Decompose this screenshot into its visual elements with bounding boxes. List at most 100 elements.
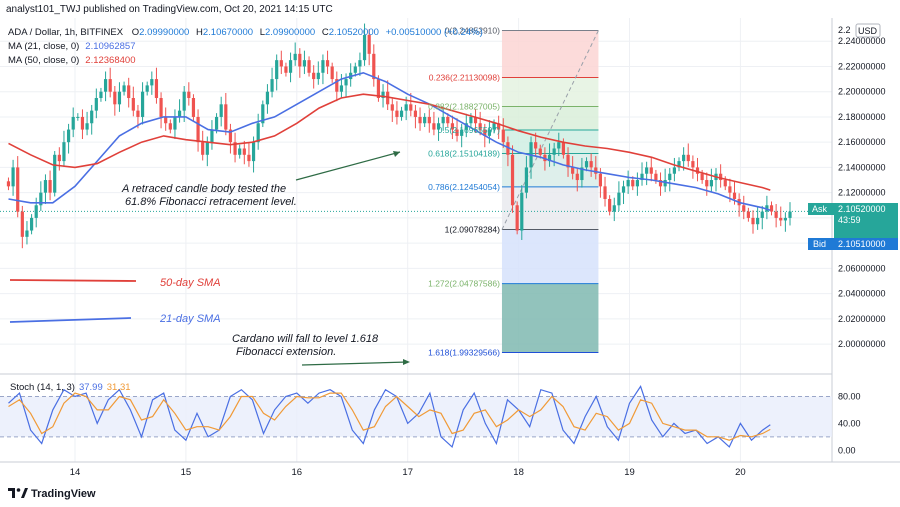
candle [418,116,422,124]
candle [228,129,233,143]
candle [113,91,117,105]
date-tick-label: 15 [181,467,192,478]
candle [594,167,598,174]
candle [663,180,667,187]
time-axis[interactable]: 14 15 16 17 18 19 20 [70,467,746,478]
candle [478,123,482,130]
candle [520,192,524,231]
candle [566,154,570,168]
candle [48,180,52,193]
price-axis[interactable]: 2.24000000 2.22000000 2.20000000 2.18000000… [838,25,886,349]
candle [413,110,418,117]
candle [450,123,455,130]
fib-trend-line [501,30,599,230]
date-tick-label: 18 [513,467,524,478]
candle [339,85,344,92]
svg-text:Bid: Bid [813,239,826,249]
legend-symbol: ADA / Dollar, 1h, BITFINEX O2.09990000 H… [8,27,483,38]
candle [168,123,172,130]
candle [117,91,122,105]
candle [695,167,700,174]
candle [288,60,293,73]
candle [80,116,85,130]
candle [756,217,760,225]
ma21-line [8,71,771,212]
candle [57,154,61,162]
candle [251,142,256,162]
candle [145,85,149,92]
price-tick-label: 2.24000000 [838,36,886,46]
date-tick-label: 17 [402,467,413,478]
fib-level-label: 0.236(2.21130098) [429,72,500,82]
candle [732,192,737,199]
fib-level-label: 0(2.24852910) [445,25,500,35]
candle [635,180,639,187]
candle [399,110,404,117]
candle [372,53,376,80]
candle [76,116,80,118]
candle [432,123,436,130]
candle [769,205,774,212]
candle [362,34,367,61]
legend-ma21: MA (21, close, 0) 2.10962857 [8,41,135,52]
candle [473,116,478,124]
svg-text:2.10520000: 2.10520000 [838,204,886,214]
date-tick-label: 19 [624,467,635,478]
svg-text:2.10510000: 2.10510000 [838,239,886,249]
candle [71,116,75,130]
candle [723,180,727,187]
candle [325,60,330,67]
candle [487,129,492,136]
fibonacci-tool [0,29,832,354]
candle [640,173,644,181]
fib-zone [501,106,599,130]
cardano-annotation-line1: Cardano will fall to level 1.618 [232,333,379,345]
candle [589,161,593,168]
candle [682,154,686,162]
candle [187,91,191,99]
candle [16,167,20,212]
svg-text:ADA / Dollar, 1h, BITFINEX: ADA / Dollar, 1h, BITFINEX O2.09990000 H… [8,27,483,38]
candle [108,79,112,92]
candle [686,154,690,162]
stoch-tick-label: 80.00 [838,391,861,401]
stochastic-panel [0,385,832,448]
currency-box[interactable] [855,23,881,38]
cardano-arrow [301,361,409,366]
ask-tag: Ask 2.10520000 [808,203,898,238]
candle [307,60,311,73]
candle [409,104,413,111]
candle [298,53,302,67]
tradingview-logo-icon [8,488,28,498]
candle [446,116,450,124]
fib-level-label: 0.618(2.15104189) [428,148,500,158]
candle [34,205,38,218]
candle [284,66,288,73]
price-tick-label: 2.06000000 [838,263,886,273]
candle [538,148,542,155]
candle [312,72,316,80]
candle [66,129,71,143]
candle [275,60,279,80]
candle [159,98,163,117]
candle [561,142,566,155]
fib-level-label: 0.5(2.16965597) [438,125,501,135]
candle [705,180,709,187]
candle [617,192,621,206]
candle [201,142,205,155]
candle [427,116,431,124]
candle [43,180,48,193]
candle [270,79,274,92]
price-panel [0,18,832,374]
footer-brand: TradingView [31,488,96,500]
candle [196,116,200,143]
candle [672,167,676,174]
candle [501,129,505,143]
price-tick-label: 2.20000000 [838,87,886,97]
candle [164,116,168,124]
stoch-tick-label: 40.00 [838,418,861,428]
candle [238,148,242,155]
candle [534,142,538,149]
candle [464,123,468,130]
